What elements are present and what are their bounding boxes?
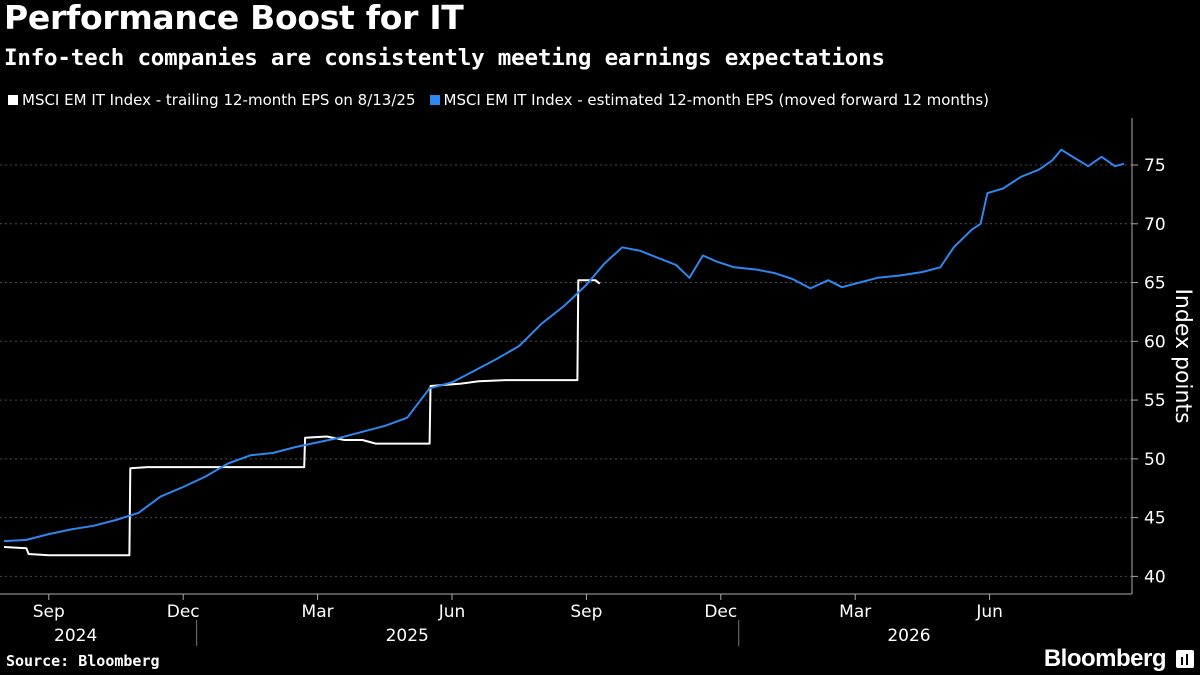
bloomberg-chart-icon bbox=[1176, 650, 1194, 668]
grid bbox=[0, 164, 1132, 577]
year-label-2026: 2026 bbox=[887, 626, 930, 646]
series-lines bbox=[3, 148, 1125, 557]
y-tick-label-75: 75 bbox=[1144, 156, 1166, 176]
y-tick-label-70: 70 bbox=[1144, 215, 1166, 235]
year-label-2025: 2025 bbox=[386, 626, 429, 646]
legend-swatch-trailing bbox=[8, 95, 18, 105]
year-label-2024: 2024 bbox=[54, 626, 97, 646]
y-tick-label-40: 40 bbox=[1144, 567, 1166, 587]
series-line-trailing-eps bbox=[3, 279, 601, 557]
x-tick-label-jun-3: Jun bbox=[438, 602, 466, 622]
legend-swatch-estimated bbox=[429, 95, 440, 105]
y-tick-label-50: 50 bbox=[1144, 450, 1166, 470]
x-tick-label-dec-1: Dec bbox=[167, 602, 200, 622]
bloomberg-logo: Bloomberg bbox=[1043, 645, 1167, 672]
y-tick-label-45: 45 bbox=[1144, 509, 1166, 529]
legend-label-estimated: MSCI EM IT Index - estimated 12-month EP… bbox=[443, 91, 990, 109]
x-tick-label-sep-0: Sep bbox=[33, 602, 65, 622]
y-tick-label-65: 65 bbox=[1144, 274, 1166, 294]
x-tick-label-mar-6: Mar bbox=[839, 602, 871, 622]
y-tick-label-55: 55 bbox=[1144, 391, 1166, 411]
x-tick-label-mar-2: Mar bbox=[302, 602, 334, 622]
legend-label-trailing: MSCI EM IT Index - trailing 12-month EPS… bbox=[22, 91, 416, 109]
series-line-estimated-eps bbox=[3, 148, 1125, 543]
x-tick-label-dec-5: Dec bbox=[704, 602, 737, 622]
legend-item-trailing: MSCI EM IT Index - trailing 12-month EPS… bbox=[8, 91, 416, 109]
y-axis-label: Index points bbox=[1170, 288, 1195, 423]
chart-subtitle: Info-tech companies are consistently mee… bbox=[4, 45, 885, 71]
source-note: Source: Bloomberg bbox=[6, 652, 160, 670]
x-tick-label-sep-4: Sep bbox=[570, 602, 602, 622]
axes: 40 45 50 55 60 65 70 75 Sep Dec Mar Jun Sep Dec Mar Jun… bbox=[0, 118, 1166, 646]
y-tick-label-60: 60 bbox=[1144, 332, 1166, 352]
chart-title: Performance Boost for IT bbox=[4, 0, 464, 37]
legend: MSCI EM IT Index - trailing 12-month EPS… bbox=[8, 91, 989, 109]
legend-item-estimated: MSCI EM IT Index - estimated 12-month EP… bbox=[429, 91, 990, 109]
x-tick-label-jun-7: Jun bbox=[975, 602, 1003, 622]
